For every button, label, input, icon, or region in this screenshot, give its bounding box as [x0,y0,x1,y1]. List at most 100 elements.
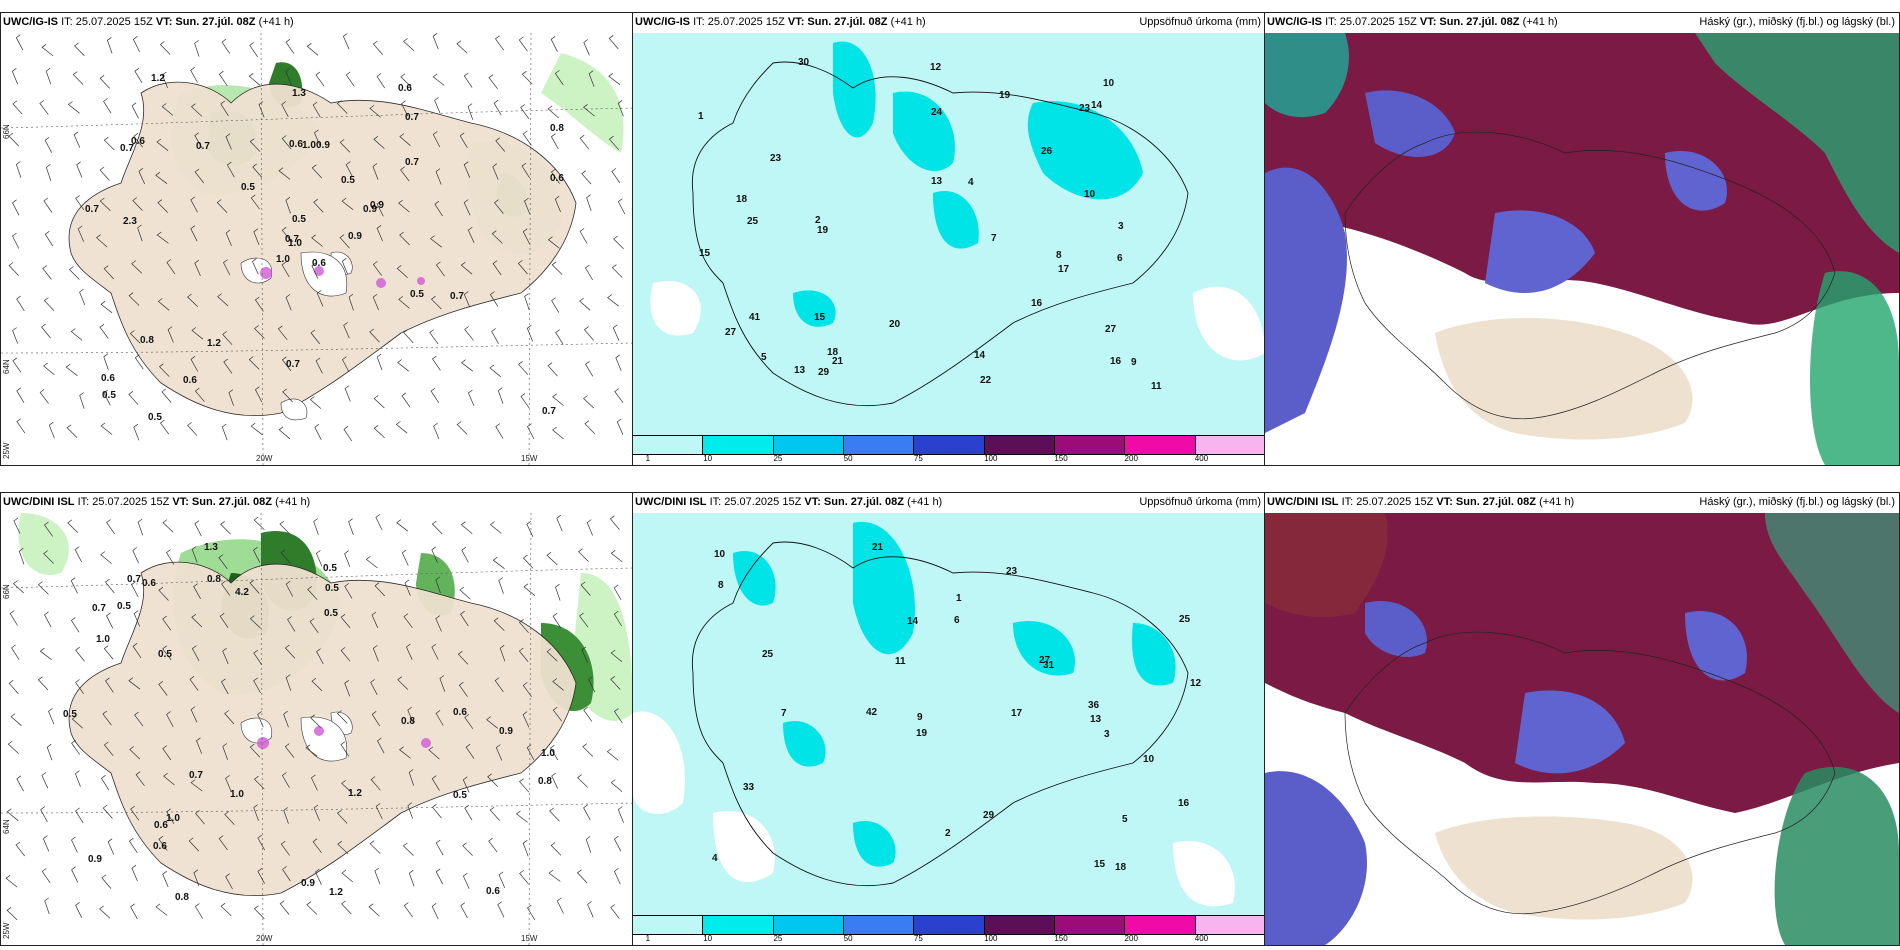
colorbar-tick: 25 [773,454,783,463]
accum-map: 15 10 13 42 25 17 36 27 29 14 11 16 23 19 33 31 25 21 12 18… [633,513,1265,915]
wind-barb [103,389,111,406]
wind-barb [556,514,563,532]
wind-barb [612,324,620,341]
wind-barb [610,649,623,663]
wind-barb [306,43,319,56]
wind-barb [549,807,560,822]
colorbar-bin [1054,436,1126,454]
wind-barb [166,808,175,824]
map-value-label: 0.7 [450,291,464,302]
map-value-label: 0.9 [316,140,330,151]
colorbar-tick: 200 [1124,454,1138,463]
wind-barb [103,136,115,151]
wind-barb [578,548,589,562]
map-canvas: 66N 64N 25W 20W 15W 0.60.71.00.60.91.20.… [1,33,633,465]
wind-barb [459,586,471,600]
wind-barb [395,421,408,434]
map-value-label: 14 [974,350,986,361]
wind-barb [316,290,324,307]
wind-barb [6,808,19,821]
map-value-label: 0.6 [142,578,156,589]
map-value-label: 25 [1179,614,1191,625]
wind-barb [310,329,320,345]
map-value-label: 0.8 [538,776,552,787]
wind-barb [187,422,198,436]
wind-barb [431,903,439,920]
wind-barb [44,897,50,915]
wind-barb [43,197,53,213]
lat-label: 66N [2,584,11,599]
map-value-label: 29 [818,367,830,378]
wind-barb [614,388,624,404]
map-value-label: 17 [1058,264,1070,275]
wind-barb [189,676,199,691]
wind-barb [371,611,379,628]
wind-barb [225,775,232,792]
wind-barb [495,137,506,152]
wind-barb [100,301,113,314]
wind-barb [156,138,169,151]
wind-barb [96,234,108,248]
wind-barb [458,681,468,697]
wind-barb [155,172,168,184]
map-value-label: 0.8 [550,123,564,134]
wind-barb [287,616,296,632]
wind-barb [407,706,414,724]
value-labels: 0.60.71.00.60.91.20.60.90.70.91.20.72.30… [85,73,564,423]
wind-barb [191,614,203,628]
map-value-label: 0.7 [405,157,419,168]
wind-barb [11,644,20,660]
wind-barb [588,70,595,87]
wind-barb [155,903,168,916]
wind-barb [431,520,443,535]
wind-barb [70,617,80,633]
wind-barb [281,101,289,118]
wind-barb [337,840,349,855]
colorbar-bin [703,436,774,454]
wind-barb [107,838,115,855]
wind-barb [372,163,379,180]
wind-barb [7,740,19,754]
wind-barb [369,105,381,118]
map-value-label: 0.5 [63,709,77,720]
wind-barb [547,236,560,249]
wind-barb [5,875,18,888]
map-value-label: 0.7 [285,234,299,245]
wind-barb [402,842,414,856]
map-value-label: 15 [699,248,711,259]
wind-barb [613,868,621,885]
wind-barb [606,748,619,761]
wind-barb [401,392,411,408]
wind-barb [8,680,19,695]
wind-barb [307,586,318,600]
map-panel-igis-precip: UWC/IG-IS IT: 25.07.2025 15Z VT: Sun. 27… [0,12,634,466]
wind-barb [253,677,261,694]
wind-barb [552,678,564,691]
map-value-label: 0.5 [324,608,338,619]
wind-barb [70,328,83,341]
wind-barb [223,259,231,276]
wind-barb [18,547,25,565]
wind-barb [551,168,560,184]
wind-barb [224,710,235,725]
wind-barb [250,194,260,210]
wind-barb [432,33,439,50]
wind-barb [79,392,85,409]
map-value-label: 9 [1131,357,1137,368]
wind-barb [339,139,351,153]
wind-barb [518,361,529,375]
map-value-label: 41 [749,312,761,323]
map-value-label: 6 [1117,253,1123,264]
wind-barb [39,100,49,115]
wind-barb [224,811,235,825]
map-value-label: 0.5 [325,583,339,594]
wind-barb [586,519,593,536]
wind-barb [495,423,504,439]
wind-barb [400,166,410,182]
wind-barb [524,197,531,215]
wind-barb [135,771,145,787]
map-value-label: 5 [1122,814,1128,825]
precip-wind-map: 66N 64N 25W 20W 15W 1.0 0.6 1.3 4.2 1.2 0.8 0.… [1,513,633,945]
wind-barb [134,711,144,727]
wind-barb [45,67,52,85]
